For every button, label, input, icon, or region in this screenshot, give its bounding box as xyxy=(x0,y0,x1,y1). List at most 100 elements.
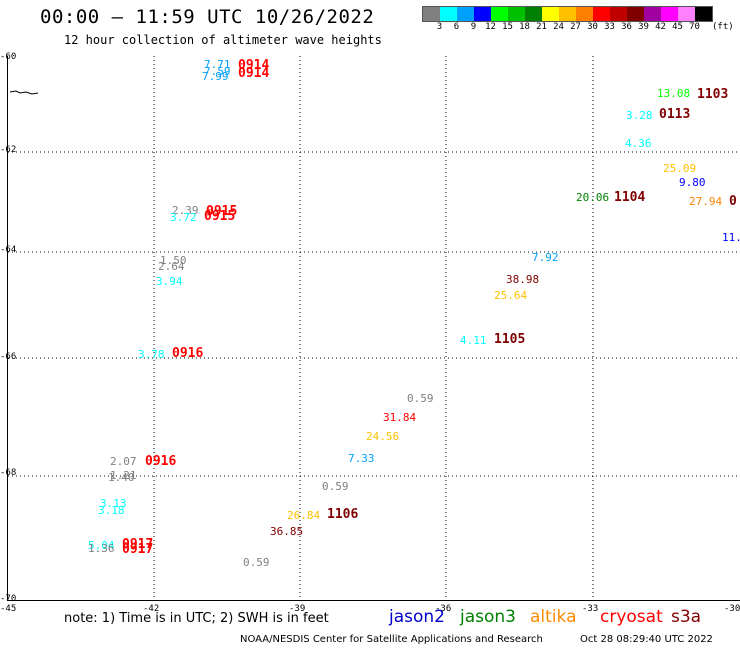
latitude-label: -64 xyxy=(0,245,17,255)
color-scale-label: 15 xyxy=(502,22,513,32)
color-swatch xyxy=(695,7,712,21)
wave-height-value: 11.6 xyxy=(722,231,740,244)
color-scale-label: 36 xyxy=(621,22,632,32)
graticule xyxy=(8,56,740,600)
wave-height-value: 2.39 xyxy=(172,204,199,217)
wave-height-value: 3.72 xyxy=(170,211,197,224)
page-title: 00:00 — 11:59 UTC 10/26/2022 xyxy=(40,6,375,28)
color-scale-label: 27 xyxy=(570,22,581,32)
wave-height-value: 1.50 xyxy=(160,254,187,267)
color-scale-label: 42 xyxy=(655,22,666,32)
color-scale-label: 12 xyxy=(485,22,496,32)
pass-time-label: 1106 xyxy=(327,507,359,522)
color-swatch xyxy=(440,7,457,21)
legend-entry-jason2: jason2 xyxy=(389,607,445,627)
wave-height-value: 0.59 xyxy=(407,392,434,405)
longitude-label: -30 xyxy=(724,604,740,614)
wave-height-value: 3.28 xyxy=(626,109,653,122)
legend-entry-s3a: s3a xyxy=(671,607,702,627)
pass-time-label: 1104 xyxy=(614,190,646,205)
color-swatch xyxy=(644,7,661,21)
wave-height-value: 5.04 xyxy=(88,539,115,552)
color-swatch xyxy=(576,7,593,21)
wave-height-value: 1.40 xyxy=(108,471,135,484)
wave-height-value: 2.07 xyxy=(110,455,137,468)
wave-height-value: 9.80 xyxy=(679,176,706,189)
color-swatch xyxy=(525,7,542,21)
color-scale-label: 24 xyxy=(553,22,564,32)
color-swatch xyxy=(491,7,508,21)
pass-time-label: 0916 xyxy=(145,454,177,469)
latitude-label: -62 xyxy=(0,145,17,155)
wave-height-value: 7.33 xyxy=(348,452,375,465)
color-swatch xyxy=(474,7,491,21)
pass-time-label: 0914 xyxy=(238,58,270,73)
color-scale-label: 39 xyxy=(638,22,649,32)
legend-entry-altika: altika xyxy=(530,607,577,627)
color-swatch xyxy=(627,7,644,21)
wave-height-value: 13.08 xyxy=(657,87,691,100)
wave-height-value: 3.18 xyxy=(98,504,125,517)
color-scale-label: 45 xyxy=(672,22,683,32)
wave-height-value: 7.71 xyxy=(204,58,231,71)
wave-height-value: 4.11 xyxy=(460,334,487,347)
color-scale-label: 6 xyxy=(453,22,460,32)
pass-time-label: 0915 xyxy=(206,204,238,219)
wave-height-value: 26.84 xyxy=(287,509,321,522)
wave-height-value: 7.92 xyxy=(532,251,559,264)
color-swatch xyxy=(508,7,525,21)
longitude-label: -36 xyxy=(435,604,452,614)
pass-time-label: 0113 xyxy=(659,107,691,122)
wave-height-value: 3.13 xyxy=(100,497,127,510)
color-swatch xyxy=(593,7,610,21)
credit-text: NOAA/NESDIS Center for Satellite Applica… xyxy=(240,634,543,645)
color-scale-label: 9 xyxy=(470,22,477,32)
page-subtitle: 12 hour collection of altimeter wave hei… xyxy=(64,33,382,47)
wave-height-value: 4.36 xyxy=(625,137,652,150)
wave-height-value: 25.09 xyxy=(663,162,697,175)
wave-height-value: 3.78 xyxy=(138,348,165,361)
pass-time-label: 0 xyxy=(729,194,737,209)
color-swatch xyxy=(423,7,440,21)
generated-timestamp: Oct 28 08:29:40 UTC 2022 xyxy=(580,634,713,645)
wave-height-value: 1.21 xyxy=(110,469,137,482)
color-scale-label: 30 xyxy=(587,22,598,32)
footer-note: note: 1) Time is in UTC; 2) SWH is in fe… xyxy=(64,611,329,626)
longitude-label: -33 xyxy=(582,604,599,614)
pass-time-label: 0917 xyxy=(122,537,154,552)
pass-time-label: 0914 xyxy=(238,66,270,81)
wave-height-value: 2.64 xyxy=(158,260,185,273)
color-swatch xyxy=(559,7,576,21)
wave-height-value: 7.99 xyxy=(202,70,229,83)
wave-height-value: 20.06 xyxy=(576,191,610,204)
latitude-label: -66 xyxy=(0,352,17,362)
color-scale-unit: (ft) xyxy=(712,22,734,32)
wave-height-value: 25.64 xyxy=(494,289,528,302)
wave-height-value: 0.59 xyxy=(243,556,270,569)
longitude-label: -39 xyxy=(289,604,306,614)
color-swatch xyxy=(678,7,695,21)
color-scale-label: 21 xyxy=(536,22,547,32)
longitude-label: -45 xyxy=(0,604,17,614)
wave-height-value: 24.56 xyxy=(366,430,400,443)
color-scale-label: 70 xyxy=(689,22,700,32)
latitude-label: -68 xyxy=(0,468,17,478)
color-swatch xyxy=(457,7,474,21)
latitude-label: -60 xyxy=(0,52,17,62)
pass-time-label: 1105 xyxy=(494,332,526,347)
wave-height-value: 7.59 xyxy=(204,65,231,78)
color-swatch xyxy=(542,7,559,21)
color-scale-label: 33 xyxy=(604,22,615,32)
wave-height-value: 31.84 xyxy=(383,411,417,424)
pass-time-label: 0917 xyxy=(122,542,154,557)
map-frame xyxy=(7,56,740,601)
legend-entry-cryosat: cryosat xyxy=(600,607,663,627)
wave-height-value: 27.94 xyxy=(689,195,723,208)
pass-time-label: 1103 xyxy=(697,87,729,102)
color-scale-label: 3 xyxy=(436,22,443,32)
color-scale-label: 18 xyxy=(519,22,530,32)
wave-height-value: 36.85 xyxy=(270,525,304,538)
color-swatch xyxy=(610,7,627,21)
color-scale-bar xyxy=(422,6,713,22)
color-swatch xyxy=(661,7,678,21)
